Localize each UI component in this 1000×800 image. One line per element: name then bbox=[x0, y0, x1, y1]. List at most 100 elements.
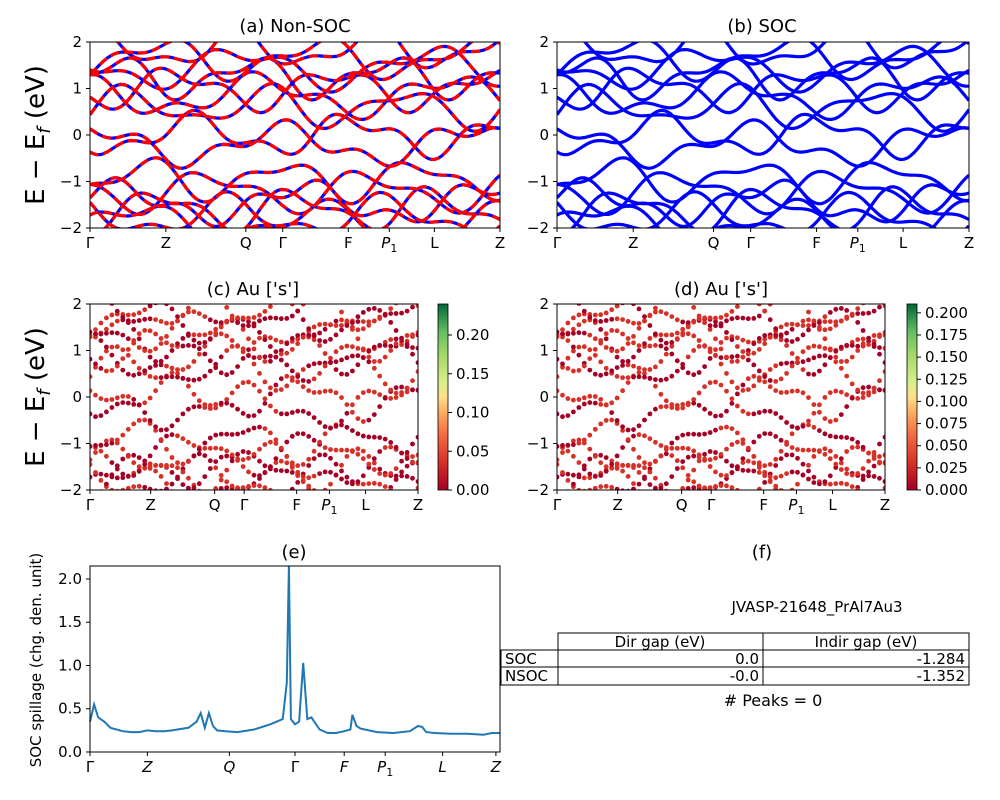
band-point bbox=[114, 437, 120, 443]
band-point bbox=[312, 288, 317, 293]
band-point bbox=[350, 492, 355, 497]
band-point bbox=[555, 286, 560, 291]
band-point bbox=[339, 468, 344, 474]
band-point bbox=[136, 365, 142, 371]
band-point bbox=[377, 314, 383, 320]
band-point bbox=[251, 340, 257, 345]
band-point bbox=[202, 314, 208, 319]
band-point bbox=[560, 392, 565, 398]
band-point bbox=[246, 336, 251, 342]
band-point bbox=[664, 289, 669, 294]
band-point bbox=[598, 359, 604, 365]
band-point bbox=[191, 404, 197, 410]
band-point bbox=[229, 338, 235, 343]
band-point bbox=[235, 406, 241, 412]
band-point bbox=[333, 472, 339, 478]
band-point bbox=[658, 391, 664, 397]
band-point bbox=[98, 355, 104, 361]
band-point bbox=[778, 324, 784, 330]
band-point bbox=[625, 358, 631, 364]
band-point bbox=[735, 487, 740, 490]
band-point bbox=[98, 366, 104, 371]
band-point bbox=[800, 461, 806, 467]
band-point bbox=[125, 312, 131, 318]
band-point bbox=[224, 305, 230, 310]
band-point bbox=[393, 395, 399, 400]
band-point bbox=[333, 423, 339, 429]
band-point bbox=[806, 371, 811, 377]
band-point bbox=[767, 474, 773, 480]
band-point bbox=[603, 331, 609, 337]
x-tick-label: Γ bbox=[746, 234, 755, 252]
band-point bbox=[202, 497, 207, 502]
band-point bbox=[142, 368, 148, 374]
band-point bbox=[355, 353, 361, 359]
band-point bbox=[404, 389, 410, 395]
band-point bbox=[882, 459, 885, 465]
band-point bbox=[882, 485, 885, 490]
band-point bbox=[289, 433, 295, 439]
panel-c-colorbar-ticks: 0.200.150.100.050.00 bbox=[448, 326, 489, 499]
band-point bbox=[136, 468, 142, 474]
band-point bbox=[158, 358, 164, 364]
panel-c-plot-area bbox=[90, 288, 418, 502]
band-point bbox=[642, 460, 647, 466]
band-point bbox=[785, 489, 788, 490]
panel-b-x-ticks: Γ Z Q Γ F P1 L Z bbox=[553, 228, 974, 255]
band-point bbox=[360, 326, 366, 332]
band-point bbox=[587, 400, 593, 405]
band-point bbox=[581, 363, 587, 369]
band-point bbox=[784, 439, 789, 445]
band-point bbox=[614, 418, 620, 423]
panel-a-plot-area bbox=[90, 42, 500, 228]
band-point bbox=[795, 447, 800, 452]
band-point bbox=[191, 332, 197, 338]
band-point bbox=[218, 454, 224, 460]
band-point bbox=[756, 368, 762, 374]
band-point bbox=[817, 481, 822, 487]
band-point bbox=[647, 336, 653, 341]
band-point bbox=[257, 483, 262, 489]
band-point bbox=[196, 404, 202, 409]
band-point bbox=[197, 289, 202, 294]
band-point bbox=[603, 365, 609, 371]
band-point bbox=[773, 379, 779, 384]
band-point bbox=[295, 480, 301, 485]
band-point bbox=[284, 439, 290, 445]
band-point bbox=[866, 458, 871, 464]
band-point bbox=[268, 335, 273, 341]
band-point bbox=[779, 288, 784, 293]
band-point bbox=[131, 473, 137, 478]
band-point bbox=[724, 388, 729, 394]
band-point bbox=[186, 439, 191, 445]
band-point bbox=[631, 374, 636, 380]
band-point bbox=[800, 359, 806, 365]
band-point bbox=[278, 458, 284, 464]
band-point bbox=[289, 336, 295, 341]
band-point bbox=[410, 441, 415, 447]
band-point bbox=[557, 388, 560, 394]
band-point bbox=[653, 459, 658, 464]
band-point bbox=[658, 337, 664, 343]
band-point bbox=[131, 312, 137, 318]
band-point bbox=[279, 492, 284, 497]
band-point bbox=[202, 492, 207, 497]
y-tick-label: 1 bbox=[539, 80, 549, 98]
band-point bbox=[849, 312, 855, 317]
band-point bbox=[104, 481, 109, 487]
band-point bbox=[218, 473, 224, 478]
band-point bbox=[751, 350, 757, 356]
band-point bbox=[718, 452, 724, 457]
band-point bbox=[317, 452, 322, 458]
band-point bbox=[169, 470, 175, 475]
band-point bbox=[169, 325, 175, 331]
band-point bbox=[773, 363, 779, 369]
band-point bbox=[625, 319, 631, 324]
band-point bbox=[866, 310, 871, 316]
band-point bbox=[827, 456, 833, 462]
band-point bbox=[355, 451, 361, 457]
band-point bbox=[625, 375, 631, 380]
band-point bbox=[125, 400, 131, 406]
band-point bbox=[186, 377, 191, 382]
band-point bbox=[735, 403, 740, 409]
